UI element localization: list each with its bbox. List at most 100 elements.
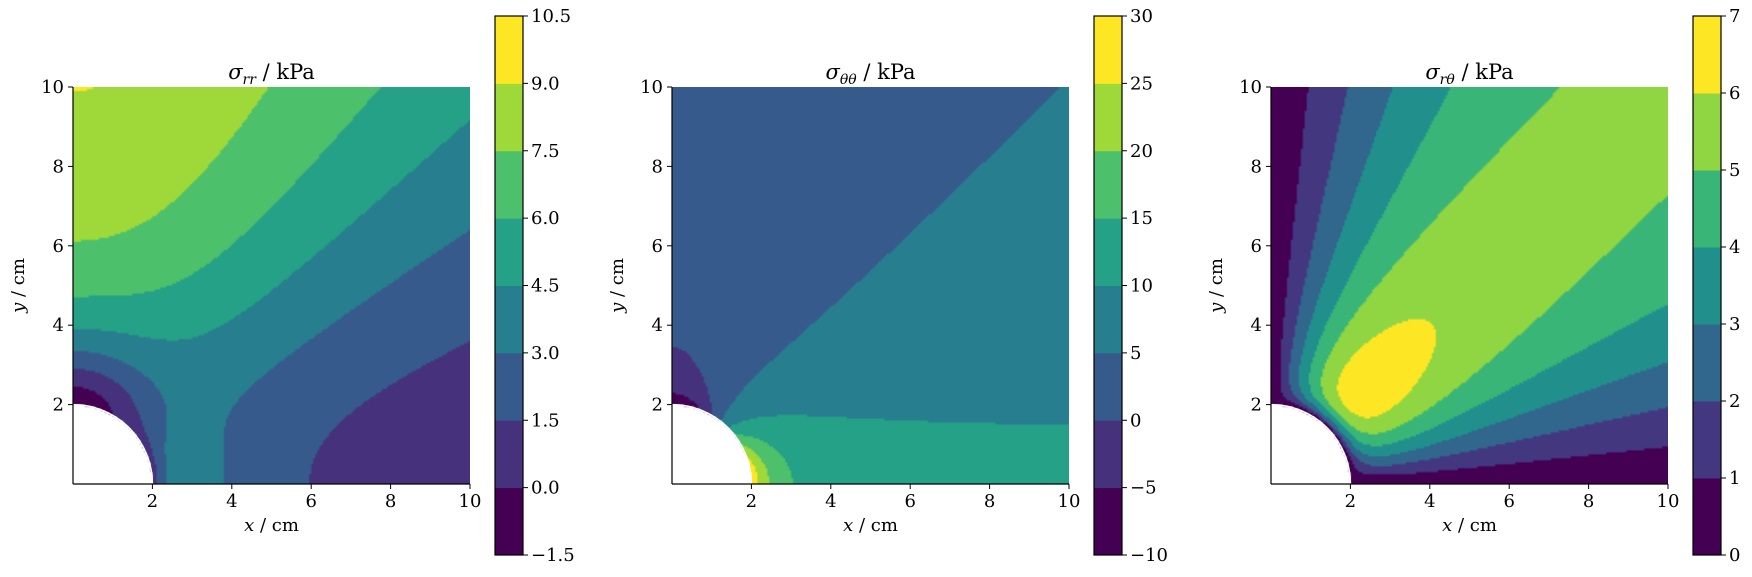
y-axis-symbol: y: [1206, 302, 1227, 314]
colorbar-band: [1094, 487, 1122, 556]
y-tick-label: 6: [1251, 236, 1262, 257]
colorbar-band: [495, 285, 523, 354]
title-subscript: θθ: [840, 72, 857, 88]
colorbar-tick-label: 0.0: [531, 478, 560, 499]
chart-title: σθθ / kPa: [825, 60, 915, 88]
chart-title: σrr / kPa: [228, 60, 315, 88]
x-tick-label: 8: [1583, 491, 1594, 512]
x-tick-label: 6: [904, 491, 915, 512]
x-axis-label: x / cm: [843, 515, 898, 536]
colorbar-band: [495, 218, 523, 286]
colorbar-band: [1094, 352, 1122, 421]
title-symbol: σ: [228, 60, 243, 84]
x-tick-label: 4: [1424, 491, 1435, 512]
title-symbol: σ: [825, 60, 840, 84]
y-tick-label: 4: [1251, 315, 1262, 336]
y-axis-symbol: y: [8, 302, 29, 314]
colorbar-tick-label: 1.5: [531, 410, 560, 431]
colorbar-band: [1693, 93, 1721, 171]
colorbar-band: [1094, 150, 1122, 219]
colorbar-band: [1693, 170, 1721, 248]
hole-edge: [1270, 403, 1352, 485]
x-axis-unit: / cm: [853, 515, 898, 536]
colorbar-tick-label: 3: [1729, 314, 1740, 335]
y-tick-label: 8: [53, 156, 64, 177]
y-tick-label: 6: [652, 236, 663, 257]
colorbar-tick-label: 7: [1729, 6, 1740, 27]
colorbar-tick-label: 20: [1130, 141, 1153, 162]
colorbar-tick-label: 7.5: [531, 141, 560, 162]
colorbar-band: [1693, 478, 1721, 556]
y-tick-label: 10: [1239, 77, 1262, 98]
colorbar-band: [1693, 401, 1721, 479]
hole-edge: [671, 403, 753, 485]
y-tick-label: 6: [53, 236, 64, 257]
colorbar-tick-label: 3.0: [531, 343, 560, 364]
x-tick-label: 2: [746, 491, 757, 512]
title-symbol: σ: [1425, 60, 1440, 84]
colorbar-band: [1094, 16, 1122, 84]
x-tick-label: 10: [1058, 491, 1081, 512]
title-subscript: rr: [243, 72, 258, 88]
y-axis-label: y / cm: [607, 258, 628, 314]
y-tick-label: 2: [1251, 395, 1262, 416]
x-tick-label: 8: [984, 491, 995, 512]
colorbar-band: [495, 352, 523, 421]
colorbar: −1.5 0.0 1.5 3.0 4.5 6.0 7.5 9.0 10.5: [494, 6, 575, 566]
y-tick-label: 8: [1251, 156, 1262, 177]
colorbar-band: [495, 487, 523, 556]
x-tick-label: 8: [385, 491, 396, 512]
y-tick-label: 4: [652, 315, 663, 336]
contour-field: [1271, 87, 1668, 484]
x-axis-symbol: x: [843, 515, 853, 536]
colorbar-tick-label: 25: [1130, 73, 1153, 94]
x-tick-label: 2: [1345, 491, 1356, 512]
title-unit: / kPa: [256, 60, 315, 84]
hole-edge: [72, 403, 154, 485]
y-axis-unit: / cm: [1206, 258, 1227, 303]
y-axis-unit: / cm: [8, 258, 29, 303]
colorbar-tick-label: −10: [1130, 545, 1168, 566]
title-unit: / kPa: [857, 60, 916, 84]
colorbar-band: [1094, 83, 1122, 152]
colorbar-tick-label: 4.5: [531, 276, 560, 297]
title-subscript: rθ: [1440, 72, 1456, 88]
y-tick-label: 2: [652, 395, 663, 416]
x-tick-label: 4: [825, 491, 836, 512]
x-axis-symbol: x: [244, 515, 254, 536]
colorbar-tick-label: 10.5: [531, 6, 571, 27]
x-axis-symbol: x: [1442, 515, 1452, 536]
x-tick-label: 6: [305, 491, 316, 512]
colorbar-band: [495, 16, 523, 84]
colorbar-tick-label: 6: [1729, 83, 1740, 104]
colorbar-tick-label: 5: [1729, 160, 1740, 181]
y-tick-label: 10: [640, 77, 663, 98]
colorbar-frame: [1692, 15, 1722, 556]
colorbar-band: [1094, 218, 1122, 286]
y-tick-label: 10: [41, 77, 64, 98]
colorbar-band: [495, 83, 523, 152]
colorbar-band: [1693, 16, 1721, 94]
y-tick-label: 8: [652, 156, 663, 177]
x-axis-unit: / cm: [1452, 515, 1497, 536]
colorbar-tick-label: 0: [1130, 410, 1141, 431]
contour-field: [73, 87, 470, 484]
colorbar-band: [1094, 420, 1122, 489]
y-tick-label: 2: [53, 395, 64, 416]
colorbar-tick-label: 1: [1729, 468, 1740, 489]
colorbar-tick-label: 2: [1729, 391, 1740, 412]
x-axis-unit: / cm: [254, 515, 299, 536]
x-tick-label: 10: [459, 491, 482, 512]
y-tick-label: 4: [53, 315, 64, 336]
colorbar-band: [1693, 247, 1721, 325]
colorbar-tick-label: 30: [1130, 6, 1153, 27]
contour-field: [672, 87, 1069, 484]
colorbar: 0 1 2 3 4 5 6 7: [1692, 6, 1740, 566]
colorbar-band: [1094, 285, 1122, 354]
chart-title: σrθ / kPa: [1425, 60, 1513, 88]
x-axis-label: x / cm: [244, 515, 299, 536]
